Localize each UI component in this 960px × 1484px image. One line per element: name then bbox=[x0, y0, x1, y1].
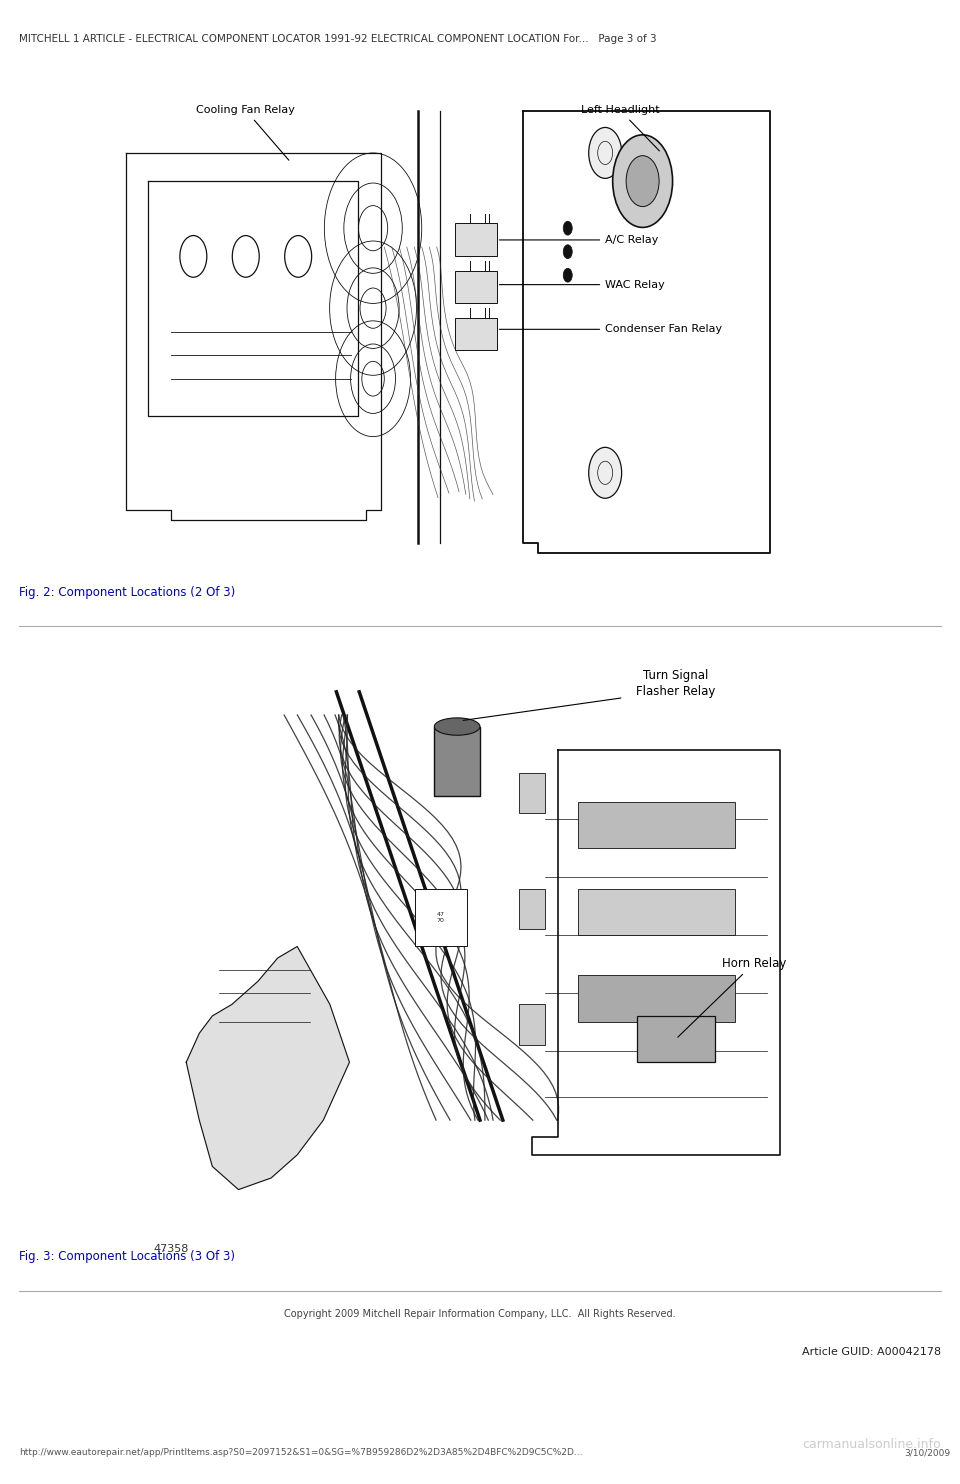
Bar bbox=[455, 224, 496, 257]
Bar bbox=[455, 318, 496, 350]
Text: Fig. 3: Component Locations (3 Of 3): Fig. 3: Component Locations (3 Of 3) bbox=[19, 1250, 235, 1263]
Bar bbox=[519, 889, 545, 929]
Text: Turn Signal
Flasher Relay: Turn Signal Flasher Relay bbox=[636, 669, 715, 697]
Text: carmanualsonline.info: carmanualsonline.info bbox=[803, 1438, 941, 1451]
Circle shape bbox=[626, 156, 660, 206]
Text: WAC Relay: WAC Relay bbox=[499, 279, 665, 289]
Text: Horn Relay: Horn Relay bbox=[678, 957, 786, 1037]
Bar bbox=[434, 727, 480, 795]
Circle shape bbox=[588, 128, 622, 178]
Text: Fig. 2: Component Locations (2 Of 3): Fig. 2: Component Locations (2 Of 3) bbox=[19, 586, 235, 600]
Circle shape bbox=[564, 245, 572, 258]
Text: 3/10/2009: 3/10/2009 bbox=[904, 1448, 950, 1457]
Text: Cooling Fan Relay: Cooling Fan Relay bbox=[197, 105, 295, 160]
Bar bbox=[636, 1017, 715, 1063]
Text: Left Headlight: Left Headlight bbox=[581, 105, 660, 151]
Circle shape bbox=[564, 221, 572, 234]
Circle shape bbox=[564, 269, 572, 282]
Bar bbox=[578, 975, 734, 1021]
Text: Copyright 2009 Mitchell Repair Information Company, LLC.  All Rights Reserved.: Copyright 2009 Mitchell Repair Informati… bbox=[284, 1309, 676, 1319]
Text: 47
70: 47 70 bbox=[437, 913, 444, 923]
Bar bbox=[415, 889, 467, 947]
Bar bbox=[519, 773, 545, 813]
Polygon shape bbox=[186, 947, 349, 1190]
Text: Article GUID: A00042178: Article GUID: A00042178 bbox=[802, 1347, 941, 1358]
Circle shape bbox=[588, 447, 622, 499]
Bar bbox=[519, 1005, 545, 1045]
Bar bbox=[455, 270, 496, 303]
Bar bbox=[578, 801, 734, 847]
Circle shape bbox=[612, 135, 673, 227]
Text: A/C Relay: A/C Relay bbox=[499, 234, 659, 245]
Ellipse shape bbox=[434, 718, 480, 735]
Bar bbox=[578, 889, 734, 935]
Text: MITCHELL 1 ARTICLE - ELECTRICAL COMPONENT LOCATOR 1991-92 ELECTRICAL COMPONENT L: MITCHELL 1 ARTICLE - ELECTRICAL COMPONEN… bbox=[19, 34, 657, 45]
Text: 47358: 47358 bbox=[154, 1244, 189, 1254]
Text: http://www.eautorepair.net/app/PrintItems.asp?S0=2097152&S1=0&SG=%7B959286D2%2D3: http://www.eautorepair.net/app/PrintItem… bbox=[19, 1448, 583, 1457]
Text: Condenser Fan Relay: Condenser Fan Relay bbox=[499, 325, 722, 334]
